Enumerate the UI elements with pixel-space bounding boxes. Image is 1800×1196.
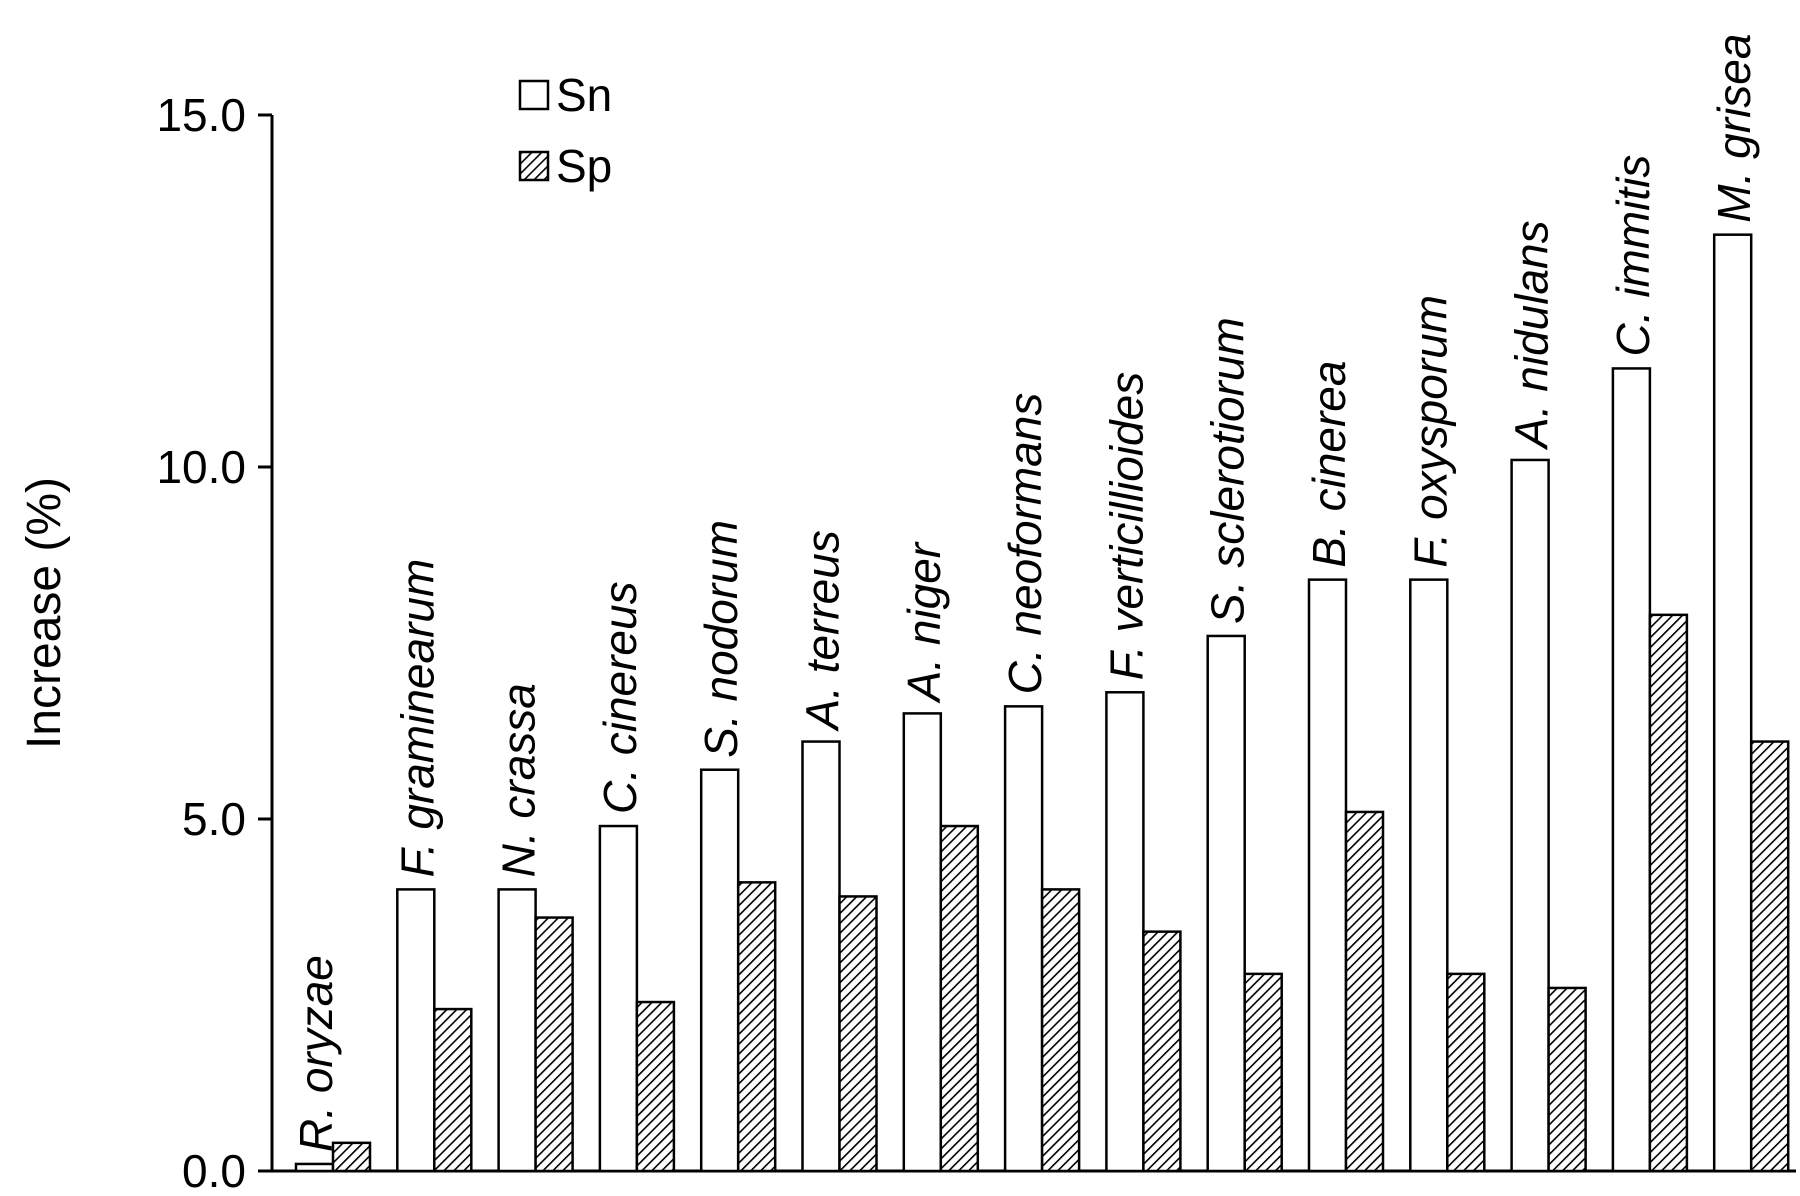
bar-sn-9 [1105,691,1145,1173]
category-label: S. sclerotiorum [1202,317,1254,624]
category-label: N. crassa [493,683,545,877]
bar-sn-8 [1003,705,1044,1173]
y-axis-title: Increase (%) [18,477,71,749]
bar-sn-13 [1510,458,1550,1173]
bar-sn-14 [1611,367,1652,1173]
bar-sp-5 [736,881,777,1173]
bar-sn-12 [1409,578,1449,1173]
y-tick-label: 10.0 [156,441,246,493]
bar-sn-3 [497,888,537,1173]
category-label: A. terreus [797,530,849,732]
bar-sp-9 [1142,930,1182,1173]
bar-sp-2 [433,1007,473,1173]
bar-sn-2 [396,888,436,1173]
y-ticks: 0.0 5.0 10.0 15.0 [156,89,272,1196]
bar-sn-7 [902,712,943,1173]
legend-swatch-sp [518,150,550,182]
category-label: S. nodorum [695,520,747,758]
bar-sn-11 [1307,578,1348,1173]
y-tick-label: 5.0 [182,793,246,845]
bar-sp-14 [1648,613,1689,1173]
bar-sn-6 [801,740,841,1173]
category-label: B. cinerea [1303,361,1355,568]
category-labels: R. oryzae F. graminearum N. crassa C. ciner… [290,34,1760,1152]
bar-sp-4 [635,1000,676,1173]
y-tick-label: 0.0 [182,1145,246,1191]
bar-sn-4 [598,824,639,1173]
bar-sp-7 [939,824,980,1173]
category-label: C. immitis [1607,155,1659,357]
bar-sp-3 [534,916,574,1173]
bar-sp-13 [1547,986,1587,1173]
bars [294,233,1790,1173]
legend-swatch-sn [518,79,550,111]
bar-sn-1 [294,1162,335,1173]
bar-sp-10 [1243,972,1283,1173]
category-label: R. oryzae [290,955,342,1152]
y-tick-label: 15.0 [156,89,246,141]
category-label: C. neoformans [999,393,1051,695]
bar-sn-10 [1206,634,1246,1173]
category-label: F. verticillioides [1100,372,1152,680]
bar-sn-5 [699,768,740,1173]
category-label: A. niger [898,541,950,704]
legend-label-sn: Sn [556,69,612,121]
bar-sn-15 [1712,233,1753,1173]
bar-sp-12 [1446,972,1486,1173]
category-label: F. oxysporum [1404,295,1456,568]
category-label: M. grisea [1708,34,1760,223]
legend-label-sp: Sp [556,140,612,192]
bar-sp-15 [1749,740,1790,1173]
category-label: A. nidulans [1506,220,1558,451]
bar-sp-11 [1344,810,1385,1173]
bar-sp-6 [838,895,878,1173]
bar-sp-1 [331,1141,372,1173]
category-label: F. graminearum [391,559,443,878]
legend: Sn Sp [518,69,612,192]
bar-sp-8 [1040,888,1081,1173]
category-label: C. cinereus [594,581,646,814]
